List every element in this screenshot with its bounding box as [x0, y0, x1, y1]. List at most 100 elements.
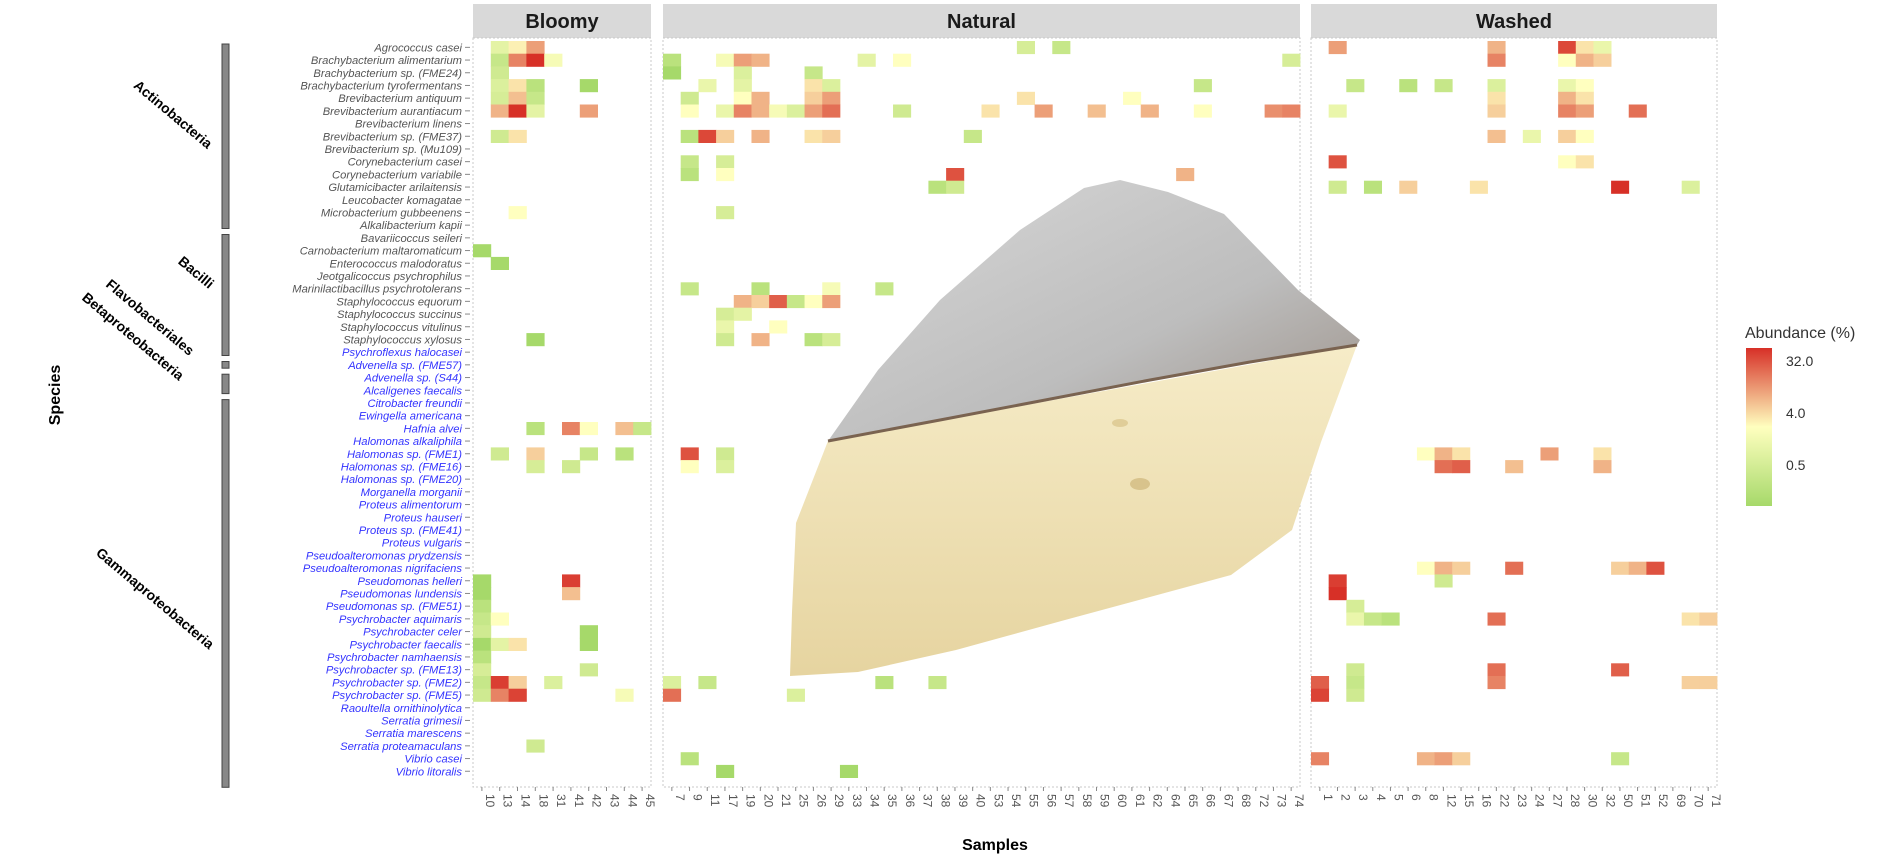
x-tick-label: 18	[536, 794, 550, 808]
heatmap-cell	[544, 676, 563, 690]
x-tick-label: 14	[519, 794, 533, 808]
x-tick-label: 54	[1009, 794, 1023, 808]
heatmap-cell	[1681, 676, 1700, 690]
heatmap-cell	[473, 676, 492, 690]
heatmap-cell	[769, 295, 788, 309]
heatmap-cell	[751, 53, 770, 67]
heatmap-cell	[1505, 561, 1524, 575]
heatmap-cell	[946, 180, 965, 194]
x-tick-label: 31	[554, 794, 568, 808]
heatmap-cell	[716, 168, 735, 182]
heatmap-cell	[1681, 180, 1700, 194]
heatmap-cell	[526, 333, 545, 347]
heatmap-cell	[1681, 612, 1700, 626]
heatmap-cell	[1611, 561, 1630, 575]
species-label: Psychroflexus halocasei	[342, 347, 463, 359]
x-tick-label: 28	[1568, 794, 1582, 808]
species-label: Alkalibacterium kapii	[359, 220, 462, 232]
heatmap-cell	[1034, 104, 1053, 118]
heatmap-cell	[680, 447, 699, 461]
heatmap-cell	[1611, 752, 1630, 766]
heatmap-cell	[1328, 180, 1347, 194]
heatmap-cell	[1434, 460, 1453, 474]
heatmap-cell	[490, 129, 509, 143]
x-tick-label: 11	[708, 794, 722, 807]
species-label: Enterococcus malodoratus	[330, 258, 463, 270]
heatmap-cell	[680, 168, 699, 182]
heatmap-cell	[633, 422, 652, 436]
x-tick-label: 52	[1656, 794, 1670, 808]
heatmap-cell	[526, 79, 545, 93]
heatmap-cell	[1434, 561, 1453, 575]
heatmap-cell	[1363, 612, 1383, 626]
x-tick-label: 35	[885, 794, 899, 808]
heatmap-cell	[680, 752, 699, 766]
heatmap-cell	[1016, 41, 1035, 55]
heatmap-cell	[473, 574, 492, 588]
heatmap-cell	[1593, 460, 1612, 474]
heatmap-cell	[526, 53, 545, 67]
heatmap-cell	[1487, 663, 1506, 677]
cheese-paste	[790, 345, 1357, 676]
x-tick-label: 58	[1080, 794, 1094, 808]
heatmap-cell	[1311, 752, 1330, 766]
heatmap-cell	[490, 104, 509, 118]
x-tick-label: 42	[590, 794, 604, 808]
x-tick-label: 33	[850, 794, 864, 808]
taxonomy-groups: ActinobacteriaBacilliFlavobacterialesBet…	[79, 43, 230, 788]
species-label: Proteus vulgaris	[382, 538, 463, 550]
x-tick-label: 57	[1062, 794, 1076, 808]
x-tick-label: 2	[1338, 794, 1352, 801]
heatmap-cell	[526, 104, 545, 118]
heatmap-cell	[1363, 180, 1383, 194]
species-label: Vibrio litoralis	[396, 766, 463, 778]
heatmap-cell	[822, 104, 841, 118]
heatmap-cell	[1399, 79, 1418, 93]
species-label: Microbacterium gubbeenens	[321, 207, 463, 219]
x-tick-label: 22	[1497, 794, 1511, 808]
x-tick-label: 20	[761, 794, 775, 808]
heatmap-cell	[544, 53, 563, 67]
x-tick-label: 24	[1533, 794, 1547, 808]
facet-plot-area	[1310, 37, 1718, 788]
heatmap-cell	[1452, 752, 1471, 766]
heatmap-cell	[473, 637, 492, 651]
species-label: Glutamicibacter arilaitensis	[328, 182, 462, 194]
heatmap-cell	[508, 91, 527, 105]
heatmap-cell	[663, 66, 682, 80]
heatmap-cell	[526, 41, 545, 55]
heatmap-cell	[1558, 53, 1577, 67]
heatmap-cell	[804, 129, 823, 143]
legend-colorbar	[1746, 348, 1772, 506]
heatmap-cell	[526, 422, 545, 436]
heatmap-cell	[804, 295, 823, 309]
heatmap-cell	[1434, 574, 1453, 588]
heatmap-cell	[680, 91, 699, 105]
species-label: Brevibacterium sp. (Mu109)	[325, 144, 463, 156]
species-label: Serratia marescens	[365, 728, 462, 740]
heatmap-cell	[1611, 663, 1630, 677]
heatmap-cell	[1575, 91, 1594, 105]
facet-strip	[663, 4, 1300, 38]
species-label: Halomonas sp. (FME20)	[341, 474, 463, 486]
group-bar	[221, 361, 230, 369]
heatmap-cell	[1699, 612, 1718, 626]
heatmap-cell	[490, 53, 509, 67]
heatmap-cell	[473, 663, 492, 677]
species-label: Halomonas sp. (FME16)	[341, 461, 463, 473]
legend: Abundance (%) 32.0 4.0 0.5	[1745, 325, 1855, 506]
x-tick-label: 12	[1444, 794, 1458, 808]
species-label: Corynebacterium casei	[348, 157, 463, 169]
heatmap-cell	[1282, 53, 1301, 67]
x-tick-label: 51	[1639, 794, 1653, 808]
cheese-rind-edge	[827, 343, 1358, 443]
x-tick-label: 70	[1692, 794, 1706, 808]
species-label: Psychrobacter faecalis	[349, 639, 462, 651]
species-label: Alcaligenes faecalis	[363, 385, 463, 397]
heatmap-cell	[508, 79, 527, 93]
heatmap-cell	[615, 422, 634, 436]
x-tick-label: 27	[1550, 794, 1564, 808]
facet-strip	[1311, 4, 1717, 38]
x-tick-label: 19	[744, 794, 758, 808]
species-label: Staphylococcus vitulinus	[340, 322, 462, 334]
